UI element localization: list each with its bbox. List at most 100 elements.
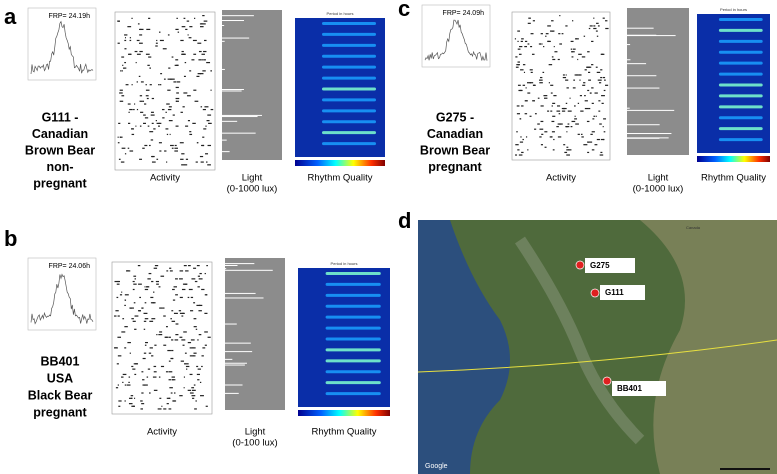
activity-tick bbox=[529, 82, 534, 84]
activity-tick bbox=[159, 150, 162, 152]
activity-tick bbox=[571, 120, 576, 123]
activity-tick bbox=[529, 69, 533, 71]
activity-tick bbox=[522, 64, 526, 66]
activity-tick bbox=[126, 384, 131, 386]
activity-tick bbox=[558, 113, 561, 115]
activity-tick bbox=[559, 123, 563, 125]
activity-tick bbox=[122, 318, 125, 320]
wavelet-band bbox=[325, 304, 381, 308]
activity-tick bbox=[206, 120, 210, 122]
colorbar bbox=[697, 156, 770, 162]
activity-tick bbox=[124, 153, 127, 155]
activity-tick bbox=[149, 144, 151, 147]
activity-tick bbox=[515, 154, 518, 156]
activity-tick bbox=[143, 320, 147, 322]
map-attribution: Google bbox=[425, 463, 448, 470]
activity-tick bbox=[576, 38, 579, 40]
activity-tick bbox=[167, 89, 171, 91]
activity-tick bbox=[138, 310, 141, 312]
activity-tick bbox=[571, 51, 575, 53]
activity-tick bbox=[203, 128, 207, 130]
activity-tick bbox=[120, 70, 122, 72]
activity-tick bbox=[577, 58, 579, 61]
wavelet-band bbox=[322, 22, 376, 25]
activity-tick bbox=[134, 50, 138, 53]
activity-tick bbox=[154, 265, 159, 267]
light-bar bbox=[225, 264, 238, 266]
activity-tick bbox=[197, 339, 199, 341]
activity-tick bbox=[166, 270, 169, 272]
marker-dot bbox=[590, 288, 600, 298]
activity-tick bbox=[171, 349, 174, 352]
activity-tick bbox=[602, 17, 605, 19]
activity-tick bbox=[193, 384, 196, 386]
activity-tick bbox=[566, 87, 569, 89]
activity-tick bbox=[151, 161, 156, 163]
activity-tick bbox=[183, 92, 188, 94]
activity-tick bbox=[138, 283, 142, 285]
activity-tick bbox=[202, 15, 205, 17]
activity-tick bbox=[129, 352, 131, 354]
activity-tick bbox=[527, 43, 530, 45]
light-panel bbox=[222, 10, 282, 160]
activity-tick bbox=[175, 59, 179, 61]
activity-tick bbox=[128, 381, 130, 383]
activity-tick bbox=[202, 70, 206, 72]
activity-tick bbox=[170, 357, 174, 360]
light-panel bbox=[225, 258, 285, 410]
activity-tick bbox=[576, 74, 581, 76]
activity-tick bbox=[552, 115, 556, 117]
activity-tick bbox=[584, 69, 587, 71]
activity-tick bbox=[187, 341, 192, 344]
activity-tick bbox=[172, 299, 176, 301]
activity-tick bbox=[547, 40, 550, 43]
activity-tick bbox=[591, 102, 594, 104]
activity-tick bbox=[124, 400, 126, 402]
activity-tick bbox=[583, 82, 586, 84]
wavelet-band bbox=[322, 43, 376, 47]
activity-tick bbox=[179, 312, 184, 314]
activity-tick bbox=[570, 48, 573, 50]
activity-tick bbox=[158, 376, 161, 378]
activity-tick bbox=[155, 45, 158, 47]
activity-tick bbox=[171, 320, 176, 322]
wavelet-band bbox=[718, 50, 763, 54]
activity-tick bbox=[574, 115, 576, 117]
wavelet-band bbox=[322, 65, 376, 69]
wavelet-band bbox=[322, 32, 376, 36]
activity-tick bbox=[541, 43, 543, 45]
activity-tick bbox=[184, 283, 188, 285]
activity-tick bbox=[194, 17, 196, 19]
activity-tick bbox=[527, 92, 531, 94]
activity-tick bbox=[143, 328, 146, 330]
activity-tick bbox=[192, 122, 196, 124]
activity-tick bbox=[582, 84, 586, 86]
activity-tick bbox=[153, 128, 156, 130]
activity-tick bbox=[603, 131, 606, 133]
activity-tick bbox=[128, 122, 131, 124]
activity-tick bbox=[525, 87, 527, 89]
activity-tick bbox=[196, 142, 198, 144]
activity-tick bbox=[142, 379, 145, 381]
wavelet-band bbox=[718, 94, 763, 98]
activity-tick bbox=[171, 56, 174, 58]
activity-tick bbox=[577, 133, 580, 135]
activity-tick bbox=[516, 113, 521, 115]
activity-tick bbox=[180, 360, 185, 362]
panel-label: c bbox=[398, 0, 410, 21]
activity-tick bbox=[194, 280, 198, 283]
activity-tick bbox=[568, 149, 572, 151]
activity-tick bbox=[147, 278, 151, 280]
activity-tick bbox=[551, 120, 555, 123]
activity-tick bbox=[593, 115, 596, 117]
light-bar bbox=[222, 139, 227, 141]
wavelet-band bbox=[718, 28, 763, 32]
activity-tick bbox=[152, 376, 157, 378]
frp-value: FRP= 24.19h bbox=[49, 13, 91, 20]
activity-tick bbox=[143, 114, 146, 116]
bear-name: Canadian bbox=[32, 127, 88, 141]
bear-name: Brown Bear bbox=[25, 143, 95, 157]
activity-tick bbox=[139, 42, 143, 44]
activity-tick bbox=[166, 161, 168, 163]
activity-tick bbox=[136, 53, 141, 55]
